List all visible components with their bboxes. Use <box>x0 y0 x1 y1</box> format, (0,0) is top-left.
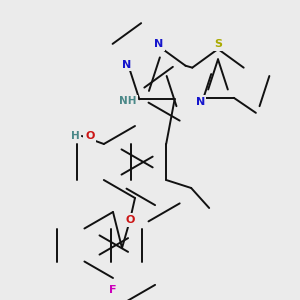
Text: N: N <box>196 97 205 107</box>
Text: S: S <box>214 39 222 49</box>
Text: H: H <box>71 131 80 141</box>
Text: O: O <box>125 215 135 225</box>
Text: N: N <box>154 39 164 49</box>
Text: NH: NH <box>118 96 136 106</box>
Text: F: F <box>109 285 117 295</box>
Text: O: O <box>85 131 94 141</box>
Text: N: N <box>122 60 131 70</box>
